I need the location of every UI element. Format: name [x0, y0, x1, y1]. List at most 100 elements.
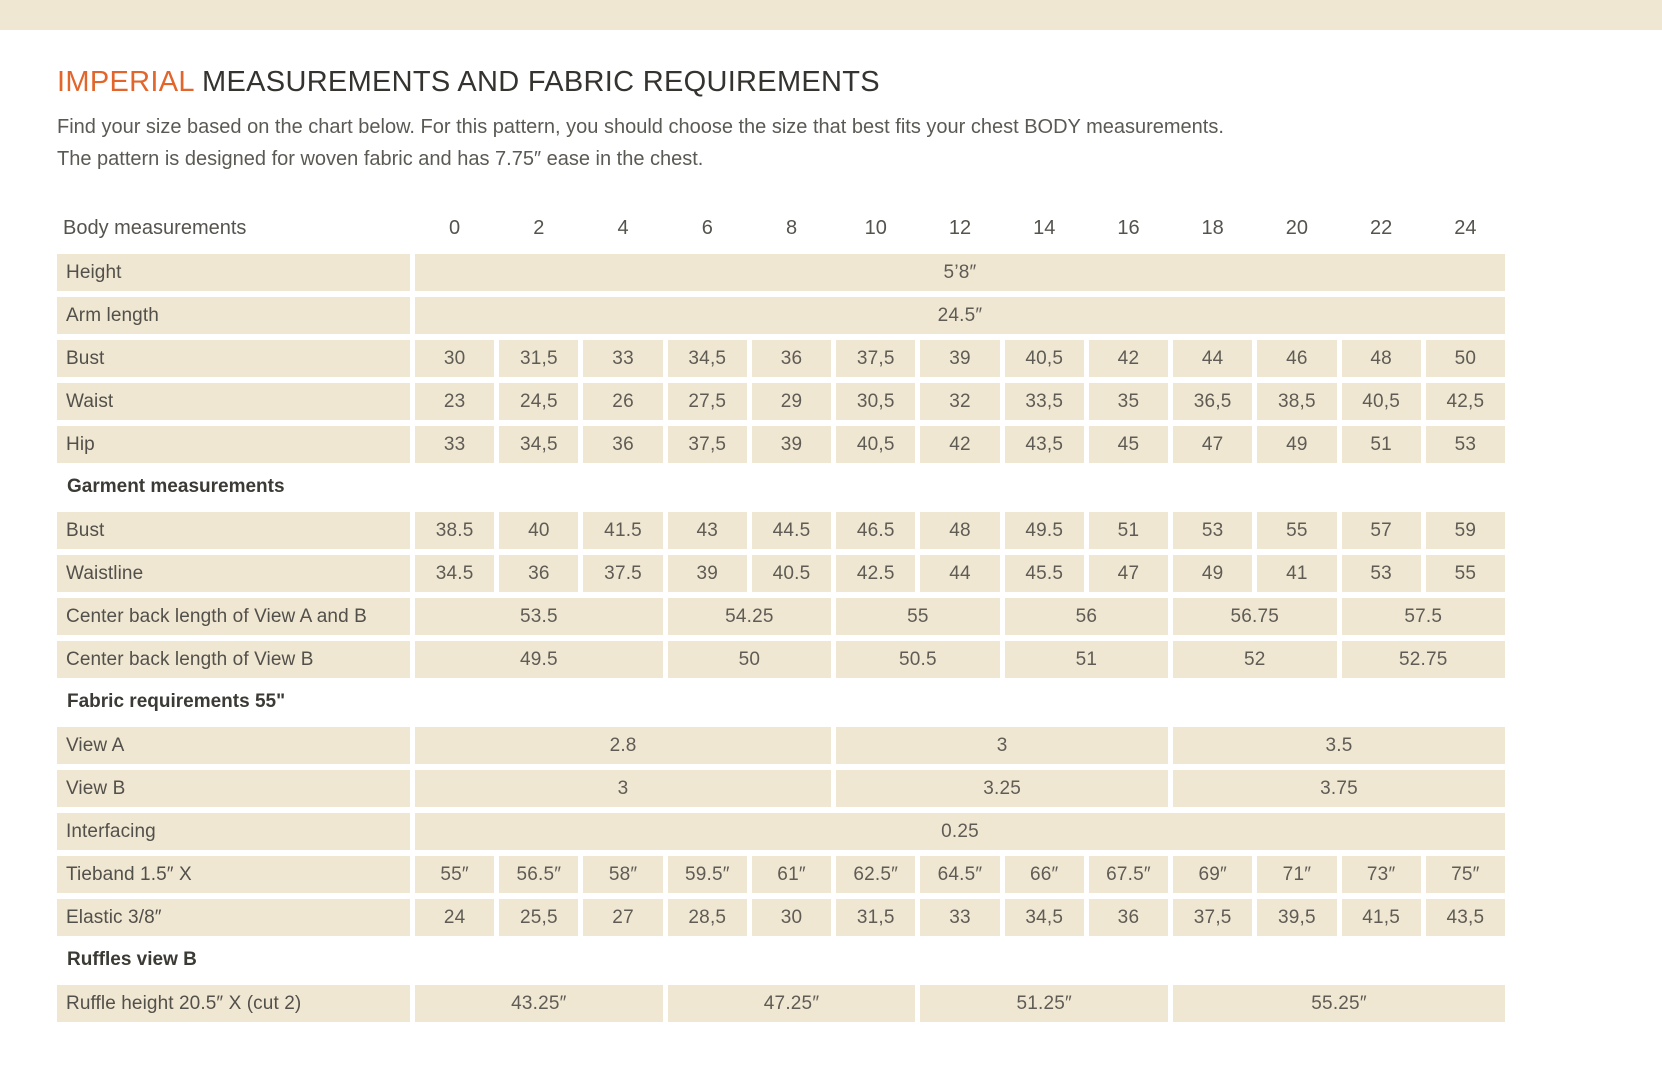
table-cell: 39,5	[1257, 899, 1337, 936]
table-cell: 47	[1173, 426, 1253, 463]
table-cell: 59.5″	[667, 856, 747, 893]
table-cell: 34,5	[1004, 899, 1084, 936]
table-cell: 37,5	[1173, 899, 1253, 936]
size-column-header: 18	[1201, 217, 1224, 239]
top-banner	[0, 0, 1662, 30]
table-cell: 45	[1088, 426, 1169, 463]
table-cell: 54.25	[667, 598, 832, 635]
table-row: Height 5’8″	[57, 254, 1505, 291]
table-cell: 55″	[415, 856, 495, 893]
size-column-header: 8	[785, 217, 798, 239]
table-cell: 53	[1341, 555, 1421, 592]
table-cell: 58″	[583, 856, 663, 893]
row-label: Bust	[57, 340, 410, 377]
table-cell: 3	[836, 727, 1169, 764]
table-cell: 31,5	[836, 899, 916, 936]
table-cell: 55	[836, 598, 1000, 635]
table-cell: 41.5	[583, 512, 663, 549]
table-cell: 61″	[751, 856, 832, 893]
size-column-header: 12	[948, 217, 972, 239]
size-column-header: 0	[449, 217, 461, 239]
table-cell: 30,5	[836, 383, 916, 420]
table-cell: 40.5	[751, 555, 832, 592]
table-cell: 24.5″	[415, 297, 1505, 334]
table-cell: 52.75	[1341, 641, 1505, 678]
table-cell: 37,5	[667, 426, 747, 463]
table-cell: 5’8″	[415, 254, 1505, 291]
table-cell: 3.75	[1173, 770, 1505, 807]
row-label: Center back length of View A and B	[57, 598, 410, 635]
page-content: IMPERIAL MEASUREMENTS AND FABRIC REQUIRE…	[57, 66, 1505, 1028]
row-label: Elastic 3/8″	[57, 899, 410, 936]
table-cell: 57	[1341, 512, 1421, 549]
table-cell: 31,5	[499, 340, 579, 377]
table-row: Center back length of View A and B 53.5 54…	[57, 598, 1505, 635]
row-label: Ruffle height 20.5″ X (cut 2)	[57, 985, 410, 1022]
size-column-header: 6	[701, 217, 713, 239]
table-cell: 71″	[1257, 856, 1337, 893]
intro-line-1: Find your size based on the chart below.…	[57, 116, 1224, 138]
table-cell: 37,5	[836, 340, 916, 377]
row-label: Tieband 1.5″ X	[57, 856, 410, 893]
table-cell: 49.5	[1004, 512, 1084, 549]
table-cell: 55.25″	[1173, 985, 1505, 1022]
table-cell: 34,5	[667, 340, 747, 377]
table-cell: 41	[1257, 555, 1337, 592]
table-cell: 36	[499, 555, 579, 592]
table-cell: 51.25″	[920, 985, 1169, 1022]
table-cell: 23	[415, 383, 495, 420]
page-title: IMPERIAL MEASUREMENTS AND FABRIC REQUIRE…	[57, 66, 1505, 99]
table-cell: 55	[1257, 512, 1337, 549]
table-cell: 43.25″	[415, 985, 663, 1022]
table-cell: 38,5	[1257, 383, 1337, 420]
table-cell: 26	[583, 383, 663, 420]
table-cell: 47	[1088, 555, 1169, 592]
table-cell: 48	[1341, 340, 1421, 377]
section-header: Ruffles view B	[67, 949, 197, 970]
table-cell: 42	[920, 426, 1000, 463]
size-column-header: 4	[617, 217, 629, 239]
table-cell: 53.5	[415, 598, 663, 635]
table-cell: 33	[415, 426, 495, 463]
table-cell: 42	[1088, 340, 1169, 377]
table-cell: 43,5	[1425, 899, 1505, 936]
table-cell: 46.5	[836, 512, 916, 549]
table-cell: 38.5	[415, 512, 495, 549]
table-cell: 62.5″	[836, 856, 916, 893]
table-cell: 3.25	[836, 770, 1169, 807]
table-cell: 33,5	[1004, 383, 1084, 420]
table-cell: 52	[1173, 641, 1337, 678]
table-cell: 40	[499, 512, 579, 549]
table-cell: 73″	[1341, 856, 1421, 893]
table-cell: 39	[920, 340, 1000, 377]
table-cell: 35	[1088, 383, 1169, 420]
table-cell: 59	[1425, 512, 1505, 549]
table-row: Ruffle height 20.5″ X (cut 2) 43.25″ 47.25…	[57, 985, 1505, 1022]
table-cell: 28,5	[667, 899, 747, 936]
table-cell: 42.5	[836, 555, 916, 592]
table-row: Waist 23 24,5 26 27,5 29 30,5 32 33,5 35 36,5 38,5 4…	[57, 383, 1505, 420]
table-cell: 51	[1088, 512, 1169, 549]
section-header: Garment measurements	[67, 476, 285, 497]
table-cell: 50.5	[836, 641, 1000, 678]
table-cell: 33	[920, 899, 1000, 936]
table-cell: 49.5	[415, 641, 663, 678]
table-cell: 40,5	[836, 426, 916, 463]
size-column-header: 2	[533, 217, 545, 239]
table-cell: 50	[1425, 340, 1505, 377]
table-cell: 33	[583, 340, 663, 377]
table-cell: 42,5	[1425, 383, 1505, 420]
page-title-rest: MEASUREMENTS AND FABRIC REQUIREMENTS	[193, 66, 880, 98]
table-cell: 2.8	[415, 727, 832, 764]
page-title-highlight: IMPERIAL	[57, 66, 194, 98]
table-cell: 44.5	[751, 512, 832, 549]
size-column-header: 20	[1285, 217, 1309, 239]
table-row: View A 2.8 3 3.5	[57, 727, 1505, 764]
table-row: Hip 33 34,5 36 37,5 39 40,5 42 43,5 45 47 49 51 53	[57, 426, 1505, 463]
row-label: Waist	[57, 383, 410, 420]
table-cell: 44	[1173, 340, 1253, 377]
table-cell: 66″	[1004, 856, 1084, 893]
size-column-header: 24	[1454, 217, 1477, 239]
table-cell: 50	[667, 641, 832, 678]
size-column-header: 14	[1033, 217, 1056, 239]
